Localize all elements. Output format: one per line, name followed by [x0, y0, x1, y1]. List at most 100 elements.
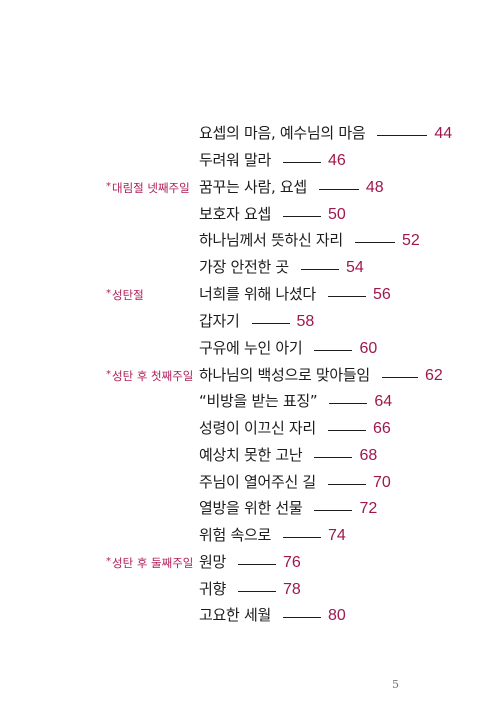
leader-line: [327, 484, 366, 485]
page-number: 54: [345, 259, 364, 276]
toc-entry[interactable]: 열방을 위한 선물 72: [199, 497, 377, 518]
toc-entry[interactable]: 갑자기 58: [199, 310, 314, 331]
entry-title: 갑자기: [199, 312, 240, 330]
page-number: 66: [372, 420, 391, 437]
page-number: 72: [359, 500, 378, 517]
toc-entry[interactable]: 예상치 못한 고난 68: [199, 444, 377, 465]
toc-entry[interactable]: 요셉의 마음, 예수님의 마음 44: [199, 122, 452, 143]
toc-entry[interactable]: 주님이 열어주신 길 70: [199, 471, 391, 492]
toc-row: 보호자 요셉 50: [0, 203, 500, 229]
entry-title: 예상치 못한 고난: [199, 446, 303, 464]
leader-line: [282, 537, 321, 538]
toc-row: 구유에 누인 아기 60: [0, 337, 500, 363]
leader-line: [377, 135, 428, 136]
page-number: 58: [296, 313, 315, 330]
toc-row: 두려워 말라 46: [0, 149, 500, 175]
page-number: 78: [283, 581, 301, 598]
toc-row: *대림절 넷째주일 꿈꾸는 사람, 요셉 48: [0, 176, 500, 202]
toc-entry[interactable]: “비방을 받는 표징” 64: [199, 390, 392, 411]
entry-title: 요셉의 마음, 예수님의 마음: [199, 124, 366, 142]
page-number: 62: [424, 367, 443, 384]
leader-line: [282, 617, 321, 618]
toc-row: 가장 안전한 곳 54: [0, 256, 500, 282]
section-marker: *: [106, 181, 111, 192]
toc-row: *성탄절 너희를 위해 나셨다 56: [0, 283, 500, 309]
entry-title: 고요한 세월: [199, 606, 271, 624]
page-number: 52: [401, 232, 420, 249]
toc-row: 열방을 위한 선물 72: [0, 497, 500, 523]
entry-title: 원망: [199, 553, 227, 571]
section-marker: *: [106, 556, 111, 567]
toc-entry[interactable]: 너희를 위해 나셨다 56: [199, 283, 391, 304]
toc-entry[interactable]: 두려워 말라 46: [199, 149, 346, 170]
toc-entry[interactable]: 보호자 요셉 50: [199, 203, 346, 224]
toc-entry[interactable]: 하나님께서 뜻하신 자리 52: [199, 229, 420, 250]
entry-title: 하나님께서 뜻하신 자리: [199, 231, 343, 249]
toc-entry[interactable]: 성령이 이끄신 자리 66: [199, 417, 391, 438]
section-title: 성탄절: [112, 288, 144, 302]
leader-line: [329, 403, 368, 404]
toc-row: 하나님께서 뜻하신 자리 52: [0, 229, 500, 255]
leader-line: [327, 430, 366, 431]
section-title: 대림절 넷째주일: [112, 181, 190, 195]
leader-line: [238, 564, 277, 565]
page-number: 64: [374, 393, 393, 410]
toc-entry[interactable]: 원망 76: [199, 551, 301, 572]
toc-entry[interactable]: 꿈꾸는 사람, 요셉 48: [199, 176, 384, 197]
entry-title: 가장 안전한 곳: [199, 258, 289, 276]
toc-row: 귀향 78: [0, 578, 500, 604]
section-label: *성탄 후 첫째주일: [106, 368, 193, 384]
entry-title: 구유에 누인 아기: [199, 339, 303, 357]
entry-title: “비방을 받는 표징”: [199, 392, 318, 410]
entry-title: 두려워 말라: [199, 151, 271, 169]
toc-entry[interactable]: 구유에 누인 아기 60: [199, 337, 377, 358]
page-folio: 5: [392, 678, 399, 691]
entry-title: 귀향: [199, 580, 227, 598]
toc-row: 주님이 열어주신 길 70: [0, 471, 500, 497]
leader-line: [314, 350, 353, 351]
toc-row: 요셉의 마음, 예수님의 마음 44: [0, 122, 500, 148]
entry-title: 보호자 요셉: [199, 205, 271, 223]
leader-line: [314, 510, 353, 511]
toc-row: *성탄 후 둘째주일 원망 76: [0, 551, 500, 577]
toc-row: 예상치 못한 고난 68: [0, 444, 500, 470]
section-label: *성탄절: [106, 287, 144, 303]
toc-entry[interactable]: 귀향 78: [199, 578, 301, 599]
toc-row: 갑자기 58: [0, 310, 500, 336]
toc-row: “비방을 받는 표징” 64: [0, 390, 500, 416]
section-title: 성탄 후 첫째주일: [112, 369, 194, 383]
toc-entry[interactable]: 하나님의 백성으로 맞아들임 62: [199, 364, 443, 385]
entry-title: 위험 속으로: [199, 526, 271, 544]
section-title: 성탄 후 둘째주일: [112, 556, 194, 570]
leader-line: [251, 323, 290, 324]
toc-entry[interactable]: 가장 안전한 곳 54: [199, 256, 364, 277]
page-number: 74: [327, 527, 346, 544]
entry-title: 성령이 이끄신 자리: [199, 419, 316, 437]
page-number: 44: [434, 125, 453, 142]
toc-row: *성탄 후 첫째주일 하나님의 백성으로 맞아들임 62: [0, 364, 500, 390]
entry-title: 너희를 위해 나셨다: [199, 285, 316, 303]
page-number: 50: [327, 206, 346, 223]
page-number: 48: [365, 179, 384, 196]
section-marker: *: [106, 369, 111, 380]
page-number: 56: [372, 286, 391, 303]
toc-entry[interactable]: 위험 속으로 74: [199, 524, 346, 545]
section-marker: *: [106, 288, 111, 299]
page-number: 76: [283, 554, 301, 571]
toc-row: 고요한 세월 80: [0, 604, 500, 630]
leader-line: [381, 377, 418, 378]
page-number: 80: [327, 607, 346, 624]
leader-line: [318, 189, 359, 190]
leader-line: [238, 591, 277, 592]
page-number: 60: [359, 340, 378, 357]
toc-entry[interactable]: 고요한 세월 80: [199, 604, 346, 625]
leader-line: [300, 269, 339, 270]
section-label: *대림절 넷째주일: [106, 180, 190, 196]
leader-line: [282, 162, 321, 163]
toc-row: 위험 속으로 74: [0, 524, 500, 550]
entry-title: 열방을 위한 선물: [199, 499, 303, 517]
page-number: 46: [327, 152, 346, 169]
leader-line: [314, 457, 353, 458]
leader-line: [282, 216, 321, 217]
